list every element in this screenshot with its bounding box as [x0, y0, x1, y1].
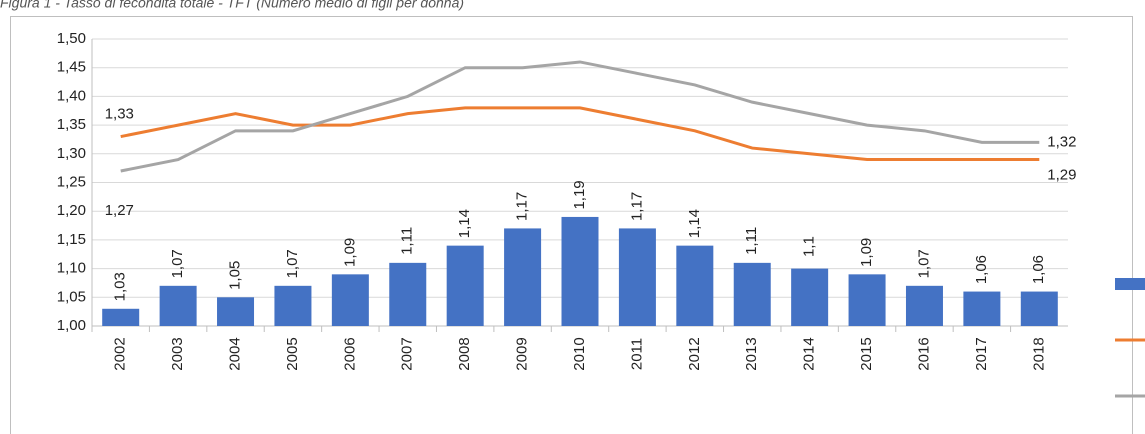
bar-value-label: 1,11 — [743, 227, 760, 255]
bar-value-label: 1,1 — [801, 236, 818, 257]
bar-value-label: 1,09 — [858, 238, 875, 267]
x-tick-label: 2013 — [743, 337, 760, 370]
bar-value-label: 1,05 — [226, 261, 243, 290]
chart-title: Figura 1 - Tasso di fecondità totale - T… — [0, 0, 464, 11]
y-tick-label: 1,40 — [57, 87, 86, 104]
x-tick-label: 2011 — [628, 338, 645, 370]
bar-value-label: 1,19 — [571, 180, 588, 209]
bar — [159, 285, 197, 326]
bar — [676, 245, 714, 326]
x-tick-label: 2007 — [399, 337, 416, 370]
y-tick-label: 1,20 — [57, 202, 86, 219]
y-tick-label: 1,35 — [57, 116, 86, 133]
bar-value-label: 1,03 — [112, 272, 129, 301]
x-tick-label: 2018 — [1030, 337, 1047, 370]
y-tick-label: 1,00 — [57, 317, 86, 334]
x-tick-label: 2014 — [801, 337, 818, 370]
bar-value-label: 1,06 — [1030, 255, 1047, 284]
x-tick-label: 2016 — [915, 337, 932, 370]
x-tick-label: 2002 — [112, 337, 129, 370]
x-tick-label: 2017 — [973, 337, 990, 370]
y-tick-label: 1,10 — [57, 260, 86, 277]
line-value-label: 1,29 — [1047, 167, 1076, 184]
y-tick-label: 1,45 — [57, 59, 86, 76]
bar — [791, 268, 829, 326]
bar — [848, 274, 886, 326]
bar — [217, 297, 255, 326]
bar — [331, 274, 369, 326]
bar — [1020, 291, 1058, 326]
bar — [905, 285, 943, 326]
line-series — [120, 60, 1040, 173]
bar — [733, 262, 771, 326]
bar-value-label: 1,14 — [686, 209, 703, 238]
chart-frame — [10, 16, 1133, 434]
x-tick-label: 2006 — [341, 337, 358, 370]
bar — [446, 245, 484, 326]
y-tick-label: 1,15 — [57, 231, 86, 248]
bar — [274, 285, 312, 326]
x-tick-label: 2010 — [571, 337, 588, 370]
bar — [561, 216, 599, 326]
bar — [963, 291, 1001, 326]
bar-value-label: 1,14 — [456, 209, 473, 238]
x-tick-label: 2015 — [858, 337, 875, 370]
bar-value-label: 1,06 — [973, 255, 990, 284]
x-tick-label: 2005 — [284, 337, 301, 370]
bar-value-label: 1,09 — [341, 238, 358, 267]
line-value-label: 1,27 — [105, 202, 134, 219]
y-tick-label: 1,30 — [57, 145, 86, 162]
bar-value-label: 1,17 — [514, 192, 531, 221]
bar — [504, 228, 542, 326]
line-value-label: 1,33 — [105, 106, 134, 123]
y-tick-label: 1,05 — [57, 288, 86, 305]
x-tick-label: 2003 — [169, 337, 186, 370]
bar-value-label: 1,11 — [399, 227, 416, 255]
x-tick-label: 2012 — [686, 337, 703, 370]
y-tick-label: 1,25 — [57, 173, 86, 190]
legend-swatch — [1115, 278, 1145, 290]
x-tick-label: 2009 — [514, 337, 531, 370]
bar-value-label: 1,07 — [169, 249, 186, 278]
bar — [389, 262, 427, 326]
bar-value-label: 1,07 — [915, 249, 932, 278]
bar — [618, 228, 656, 326]
y-tick-label: 1,50 — [57, 30, 86, 47]
bar-value-label: 1,17 — [628, 192, 645, 221]
line-series — [120, 106, 1040, 162]
bar-value-label: 1,07 — [284, 249, 301, 278]
line-value-label: 1,32 — [1047, 133, 1076, 150]
x-tick-label: 2004 — [226, 337, 243, 370]
x-tick-label: 2008 — [456, 337, 473, 370]
bar — [102, 308, 140, 326]
